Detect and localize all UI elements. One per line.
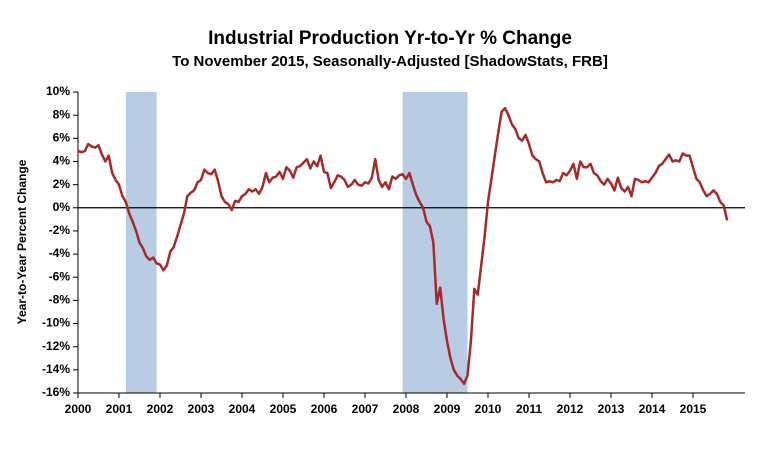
y-tick-label: 6%	[53, 130, 71, 144]
x-tick-label: 2000	[65, 402, 92, 416]
y-tick-label: -8%	[49, 293, 71, 307]
x-tick-label: 2013	[598, 402, 625, 416]
y-tick-label: -6%	[49, 269, 71, 283]
y-axis-label: Year-to-Year Percent Change	[15, 159, 29, 324]
y-tick-label: 4%	[53, 154, 71, 168]
x-tick-label: 2007	[352, 402, 379, 416]
x-tick-label: 2003	[188, 402, 215, 416]
y-tick-label: 8%	[53, 107, 71, 121]
x-tick-label: 2010	[475, 402, 502, 416]
x-tick-label: 2005	[270, 402, 297, 416]
y-tick-label: -14%	[42, 362, 70, 376]
y-tick-label: -4%	[49, 246, 71, 260]
x-tick-label: 2001	[106, 402, 133, 416]
y-tick-label: -12%	[42, 339, 70, 353]
chart-title: Industrial Production Yr-to-Yr % Change	[208, 28, 572, 49]
x-tick-label: 2008	[393, 402, 420, 416]
x-tick-label: 2002	[147, 402, 174, 416]
x-tick-label: 2004	[229, 402, 256, 416]
y-tick-label: 2%	[53, 177, 71, 191]
x-tick-label: 2012	[557, 402, 584, 416]
x-tick-label: 2015	[680, 402, 707, 416]
y-tick-label: -10%	[42, 316, 70, 330]
shaded-region	[402, 92, 468, 393]
x-tick-label: 2011	[516, 402, 542, 416]
chart-subtitle: To November 2015, Seasonally-Adjusted [S…	[172, 53, 608, 70]
y-tick-label: 10%	[46, 84, 70, 98]
y-tick-label: 0%	[53, 200, 71, 214]
x-tick-label: 2009	[434, 402, 461, 416]
y-tick-label: -2%	[49, 223, 71, 237]
x-tick-label: 2006	[311, 402, 338, 416]
y-tick-label: -16%	[42, 385, 70, 399]
data-line	[77, 106, 729, 385]
shaded-region	[125, 92, 157, 393]
x-tick-label: 2014	[639, 402, 666, 416]
